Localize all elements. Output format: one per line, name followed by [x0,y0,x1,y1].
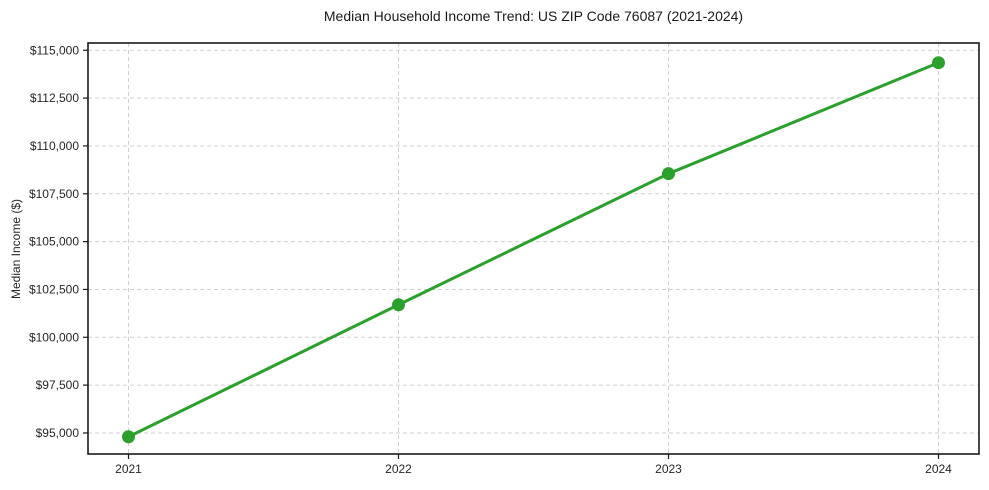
y-tick-label: $115,000 [30,43,79,57]
y-tick-label: $97,500 [36,378,80,392]
plot-border [87,42,980,455]
x-tick-label: 2021 [115,462,142,476]
y-tick-label: $107,500 [29,187,79,201]
data-point-2022 [392,298,405,312]
data-point-2021 [122,430,135,444]
y-tick-label: $110,000 [30,139,79,153]
x-tick-label: 2023 [655,462,682,476]
x-tick-label: 2024 [925,462,952,476]
chart-title: Median Household Income Trend: US ZIP Co… [323,8,744,24]
data-point-2023 [662,167,675,181]
y-tick-label: $95,000 [36,426,80,440]
y-tick-label: $112,500 [30,91,79,105]
y-tick-label: $102,500 [29,282,79,296]
y-tick-label: $105,000 [29,235,79,249]
income-trend-line [127,61,940,439]
y-tick-label: $100,000 [29,330,79,344]
data-point-2024 [932,56,945,70]
x-tick-label: 2022 [385,462,412,476]
